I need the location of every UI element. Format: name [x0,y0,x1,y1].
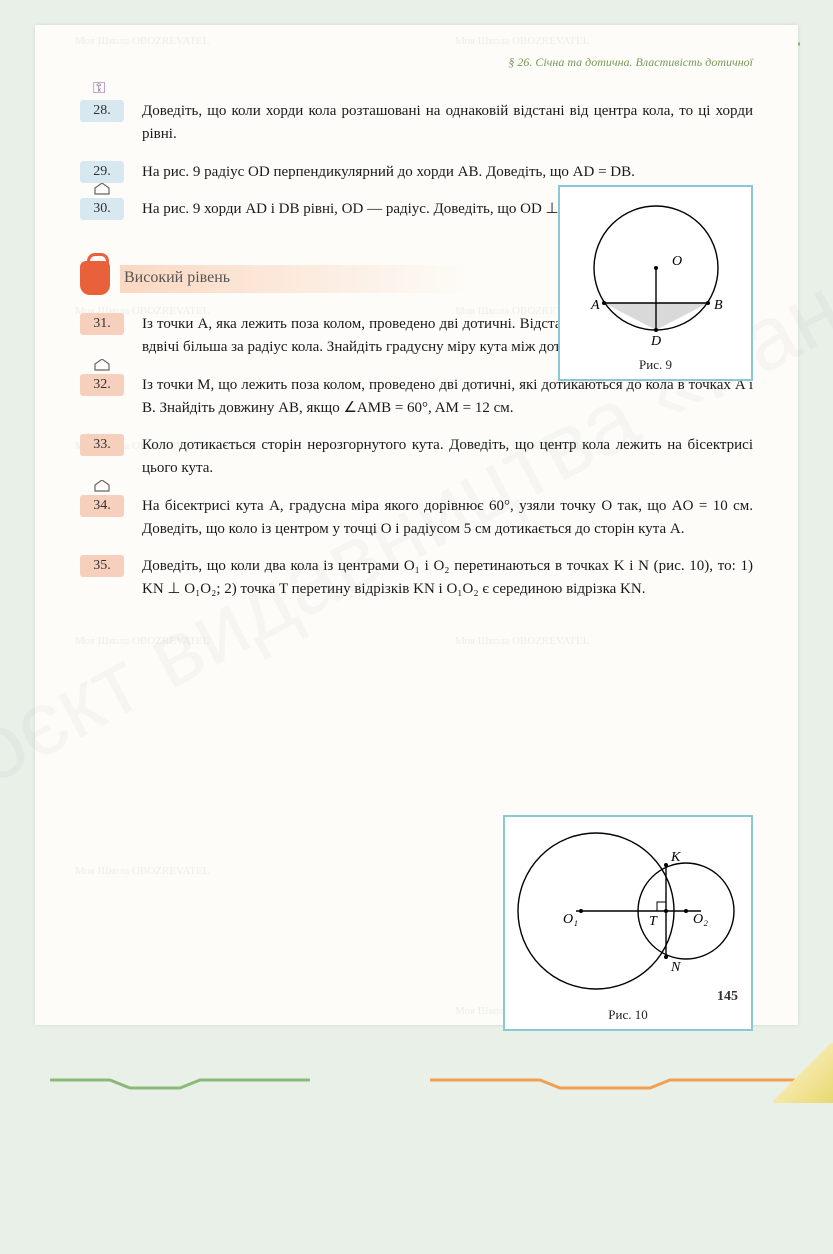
problem-number-box: 30. [80,198,124,220]
problem-row: 29. На рис. 9 радіус OD перпендикулярний… [80,161,753,184]
problem-number-box: 35. [80,555,124,577]
problem-number-box: 32. [80,374,124,396]
svg-text:D: D [650,334,661,348]
problem-number: 31. [93,316,111,332]
kettlebell-icon [80,261,110,295]
page-container: Моя Школа OBOZREVATEL Моя Школа OBOZREVA… [35,25,798,1025]
svg-text:T: T [649,914,658,929]
svg-text:O₂: O₂ [693,912,708,927]
problem-number-box: 31. [80,313,124,335]
house-icon [94,183,110,195]
figure-10: O₁ O₂ K N T Рис. 10 [503,815,753,1031]
problem-text: На рис. 9 радіус OD перпендикулярний до … [142,161,753,184]
section-high-level: Високий рівень [80,261,753,295]
problem-row: 34. На бісектрисі кута A, градусна міра … [80,495,753,542]
problem-text: На бісектрисі кута A, градусна міра яког… [142,495,753,542]
problem-number-box: ⚿ 28. [80,100,124,122]
problem-text: Доведіть, що коли два кола із центрами O… [142,555,753,602]
problem-number: 34. [93,498,111,514]
page-number: 145 [717,989,738,1005]
bottom-chevron-right [430,1077,800,1091]
svg-text:A: A [590,298,600,313]
svg-text:N: N [670,960,681,975]
problem-number: 28. [93,103,111,119]
key-icon: ⚿ [93,80,105,98]
problem-number: 33. [93,437,111,453]
problem-number: 35. [93,558,111,574]
svg-text:B: B [714,298,723,313]
figure-label: Рис. 9 [566,357,745,373]
bottom-chevron-left [50,1077,310,1091]
problem-row: 33. Коло дотикається сторін нерозгорнуто… [80,434,753,481]
problem-row: 35. Доведіть, що коли два кола із центра… [80,555,753,602]
corner-fold [773,1043,833,1103]
problem-number-box: 29. [80,161,124,183]
problem-number: 29. [93,164,111,180]
svg-text:K: K [670,850,681,865]
problem-row: ⚿ 28. Доведіть, що коли хорди кола розта… [80,100,753,147]
problem-text: Коло дотикається сторін нерозгорнутого к… [142,434,753,481]
problem-text: Доведіть, що коли хорди кола розташовані… [142,100,753,147]
house-icon [94,480,110,492]
problem-number-box: 34. [80,495,124,517]
problem-number-box: 33. [80,434,124,456]
figure-label: Рис. 10 [511,1007,745,1023]
problem-number: 32. [93,377,111,393]
house-icon [94,359,110,371]
section-title: Високий рівень [124,269,230,287]
problem-number: 30. [93,201,111,217]
figure-10-svg: O₁ O₂ K N T [511,823,745,998]
section-header-label: § 26. Січна та дотична. Властивість доти… [80,55,753,70]
svg-text:O₁: O₁ [563,912,578,927]
